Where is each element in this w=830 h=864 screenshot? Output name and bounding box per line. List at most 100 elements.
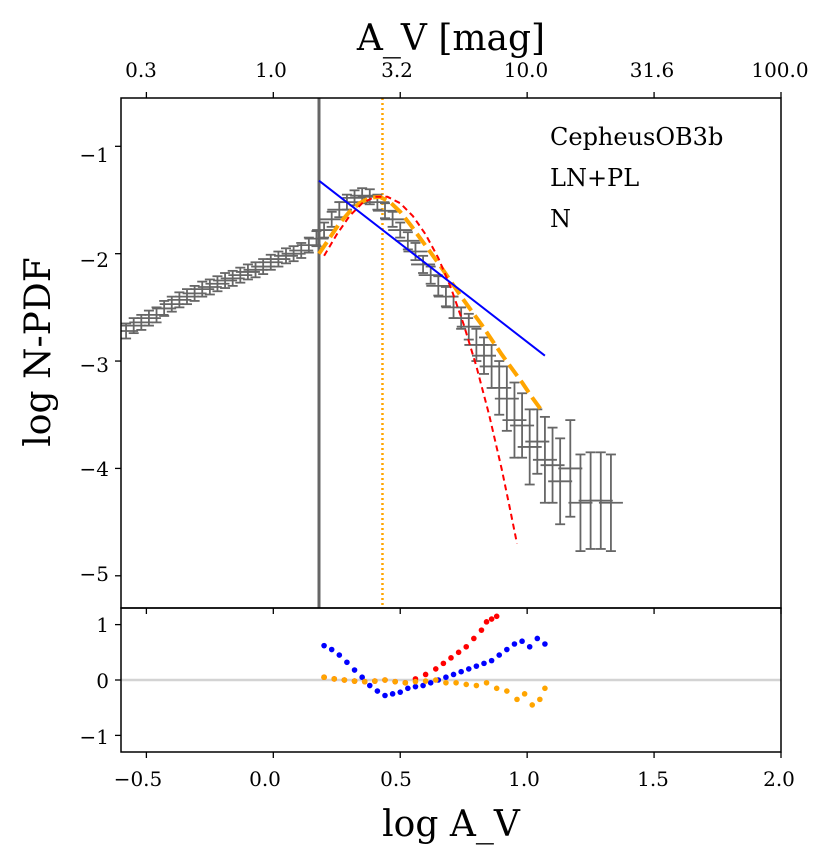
residual-point-powerlaw: [427, 679, 434, 686]
residual-point-powerlaw: [336, 652, 343, 658]
data-point-errorbar: [598, 453, 623, 552]
residual-point-lnpl: [473, 682, 480, 689]
residual-point-lnpl: [443, 679, 449, 686]
residual-point-powerlaw: [397, 689, 404, 695]
x-axis-label: log A_V: [382, 804, 521, 845]
residual-y-tick-labels: 1 0 −1: [80, 613, 109, 749]
power-law-fit-line: [318, 179, 546, 357]
residual-point-lognormal: [448, 655, 454, 661]
residual-point-powerlaw: [458, 668, 464, 675]
residual-point-powerlaw: [382, 692, 388, 699]
residual-point-powerlaw: [504, 646, 510, 653]
residual-point-powerlaw: [542, 641, 548, 647]
residual-point-powerlaw: [481, 660, 487, 667]
x-tick-label: 1.5: [637, 767, 669, 791]
residual-point-lnpl: [483, 679, 490, 686]
residual-point-lnpl: [331, 676, 338, 682]
residual-point-lognormal: [422, 671, 429, 678]
residual-point-lnpl: [463, 681, 470, 688]
bottom-x-tick-labels: −0.5 0.0 0.5 1.0 1.5 2.0: [114, 767, 795, 791]
x-tick-label: −0.5: [114, 767, 163, 791]
x-tick-label: 0.0: [249, 767, 281, 791]
residual-point-powerlaw: [519, 638, 525, 645]
y-tick-label: −5: [80, 562, 109, 586]
data-point-errorbar: [558, 419, 583, 518]
residual-points: [321, 613, 548, 708]
residual-point-powerlaw: [359, 674, 365, 681]
residual-point-powerlaw: [412, 683, 419, 690]
annotations: CepheusOB3b LN+PL N: [550, 123, 723, 233]
top-x-tick-labels: 0.3 1.0 3.2 10.0 31.6 100.0: [125, 58, 809, 82]
residual-point-lnpl: [372, 678, 378, 684]
residual-point-lnpl: [529, 702, 536, 708]
residual-point-lnpl: [521, 691, 528, 697]
y-tick-label: −2: [80, 248, 109, 272]
residual-point-powerlaw: [344, 659, 350, 666]
data-point-errorbar: [228, 266, 253, 284]
residual-point-powerlaw: [351, 667, 358, 673]
x-tick-label: 1.0: [508, 767, 540, 791]
top-x-tick-label: 0.3: [125, 58, 157, 82]
data-point-errorbar: [190, 280, 215, 298]
residual-point-lnpl: [351, 678, 358, 684]
residual-point-lognormal: [455, 649, 462, 656]
y-tick-label: −3: [80, 353, 109, 377]
residual-point-lnpl: [361, 678, 368, 685]
data-point-errorbar: [418, 265, 443, 285]
residual-point-lognormal: [483, 619, 490, 625]
main-y-tick-labels: −1 −2 −3 −4 −5: [80, 143, 109, 586]
data-point-errorbar: [304, 230, 329, 248]
data-point-errorbar: [312, 221, 337, 239]
data-point-errorbar: [548, 437, 573, 526]
lnpl-fit-curve: [317, 194, 545, 413]
residual-point-lognormal: [440, 660, 447, 667]
data-point-errorbar: [456, 312, 481, 341]
data-point-errorbar: [380, 210, 405, 228]
data-point-errorbar: [388, 221, 413, 239]
residual-point-lnpl: [392, 678, 398, 685]
residual-point-powerlaw: [511, 641, 518, 647]
residual-point-lnpl: [412, 678, 419, 685]
residual-point-powerlaw: [534, 635, 541, 642]
top-x-axis-label: A_V [mag]: [356, 18, 545, 59]
residual-point-powerlaw: [366, 682, 373, 689]
main-fit-curves: [317, 179, 546, 544]
residual-point-powerlaw: [443, 674, 449, 681]
y-axis-label: log N-PDF: [18, 257, 59, 446]
residual-point-lnpl: [537, 696, 543, 703]
annotation-region: CepheusOB3b: [550, 123, 723, 151]
residual-point-powerlaw: [496, 652, 503, 658]
residual-point-lognormal: [478, 627, 485, 633]
y-tick-label: −4: [80, 457, 109, 481]
residual-point-powerlaw: [328, 646, 335, 653]
residual-point-powerlaw: [450, 671, 457, 678]
x-tick-label: 0.5: [380, 767, 412, 791]
residual-point-lognormal: [471, 635, 477, 642]
top-x-tick-label: 1.0: [255, 58, 287, 82]
data-point-errorbar: [403, 242, 428, 262]
residual-point-powerlaw: [374, 688, 381, 694]
y-tick-label: −1: [80, 143, 109, 167]
residual-point-powerlaw: [420, 682, 426, 689]
top-x-tick-label: 100.0: [751, 58, 808, 82]
residual-y-tick-label: 0: [96, 669, 109, 693]
residual-point-powerlaw: [488, 657, 495, 664]
residual-point-powerlaw: [389, 691, 396, 697]
top-x-tick-label: 31.6: [630, 58, 675, 82]
residual-point-lnpl: [514, 696, 520, 703]
top-x-tick-label: 10.0: [504, 58, 549, 82]
residual-point-powerlaw: [405, 685, 411, 692]
data-point-errorbar: [411, 254, 436, 274]
residual-point-lnpl: [321, 674, 327, 681]
residual-point-lnpl: [453, 679, 459, 686]
residual-point-lnpl: [432, 677, 439, 683]
data-point-errorbar: [588, 451, 613, 550]
residual-point-powerlaw: [321, 642, 327, 649]
residual-point-powerlaw: [526, 643, 533, 650]
residual-y-tick-label: 1: [96, 613, 109, 637]
x-tick-label: 2.0: [763, 767, 795, 791]
annotation-type: N: [550, 205, 571, 233]
top-x-tick-label: 3.2: [381, 58, 413, 82]
residual-point-lnpl: [402, 679, 409, 686]
